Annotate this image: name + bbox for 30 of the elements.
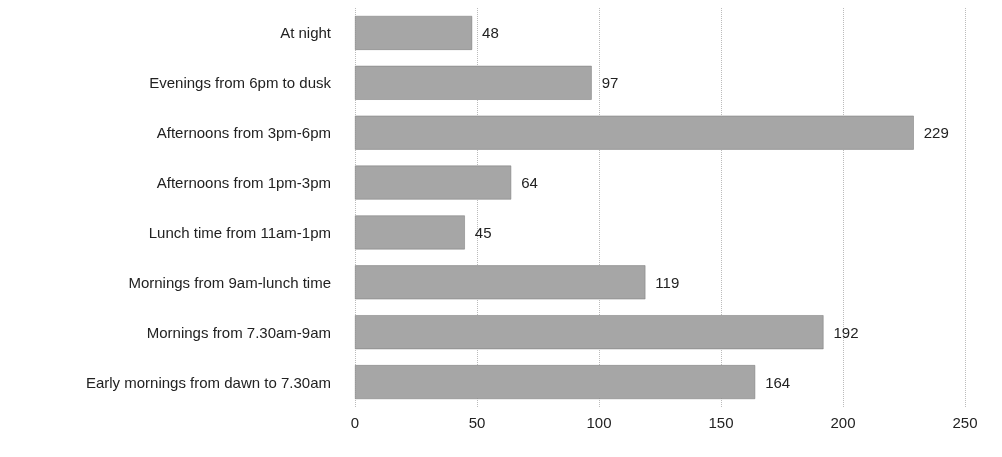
x-tick-label: 150: [708, 414, 734, 431]
x-tick-label: 200: [830, 414, 856, 431]
bar: [355, 165, 512, 200]
y-tick-label: Mornings from 9am-lunch time: [128, 273, 331, 291]
y-tick-label: Lunch time from 11am-1pm: [148, 223, 331, 241]
data-label: 48: [482, 24, 499, 42]
x-tick-label: 50: [468, 414, 486, 431]
data-label: 192: [833, 323, 859, 341]
data-label: 119: [655, 273, 680, 291]
data-label: 229: [923, 124, 949, 142]
bar: [355, 15, 473, 50]
data-label: 64: [521, 174, 538, 192]
data-label: 164: [765, 373, 791, 391]
bar: [355, 315, 824, 350]
x-tick-label: 0: [350, 414, 360, 431]
bar: [355, 365, 756, 400]
data-label: 45: [474, 223, 492, 241]
bar: [355, 215, 465, 250]
y-tick-label: Early mornings from dawn to 7.30am: [85, 373, 331, 391]
y-tick-label: Mornings from 7.30am-9am: [146, 323, 331, 341]
bar: [355, 265, 646, 300]
data-label: 97: [601, 74, 619, 92]
x-tick-label: 250: [952, 414, 978, 431]
bar: [355, 65, 592, 100]
x-tick-label: 100: [586, 414, 612, 431]
y-tick-label: Afternoons from 1pm-3pm: [156, 174, 331, 192]
bar: [355, 115, 914, 150]
y-tick-label: Afternoons from 3pm-6pm: [156, 124, 331, 142]
y-tick-label: Evenings from 6pm to dusk: [149, 74, 332, 92]
y-tick-label: At night: [280, 24, 332, 42]
